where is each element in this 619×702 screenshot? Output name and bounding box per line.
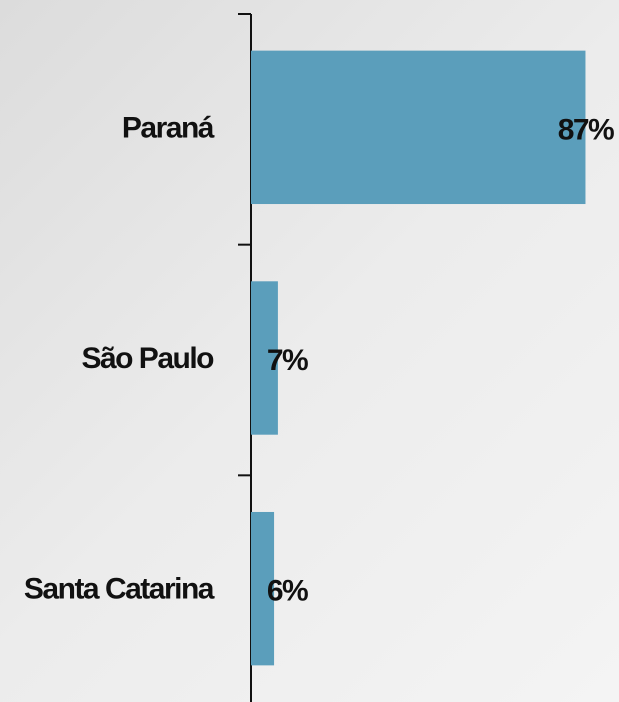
bar bbox=[251, 511, 275, 666]
value-label: 6% bbox=[267, 575, 308, 608]
y-tick-label: São Paulo bbox=[81, 342, 214, 375]
y-tick-label: Paraná bbox=[122, 111, 215, 144]
bar bbox=[251, 50, 586, 205]
value-label: 87% bbox=[558, 113, 614, 146]
value-label: 7% bbox=[267, 344, 308, 377]
bar bbox=[251, 281, 278, 435]
y-tick-label: Santa Catarina bbox=[24, 573, 215, 606]
